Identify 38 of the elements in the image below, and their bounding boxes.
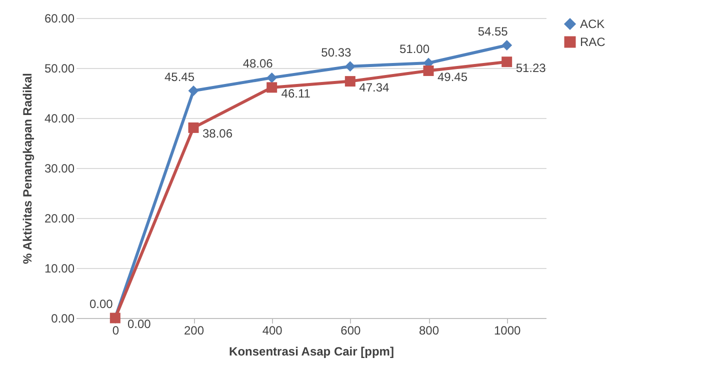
data-label: 0.00 [89,297,114,311]
y-tick-label: 50.00 [44,62,75,76]
point [266,82,278,93]
data-label: 47.34 [359,80,390,94]
x-tick-label: 0 [112,324,120,338]
data-label: 49.45 [437,70,468,84]
y-tick-label: 10.00 [44,262,75,276]
y-tick-label: 40.00 [44,112,75,126]
point [423,66,434,76]
x-tick-label: 400 [262,324,283,338]
data-label: 51.00 [399,42,430,56]
legend-label: RAC [580,35,606,49]
point [188,122,199,133]
legend-label: ACK [580,17,605,31]
data-label: 48.06 [242,56,274,71]
point [188,86,199,96]
data-label: 0.00 [127,317,152,331]
y-tick-label: 30.00 [44,162,75,176]
y-axis-title: % Aktivitas Penangkapan Radikal [20,73,34,264]
data-label: 51.23 [516,60,546,75]
y-tick-label: 60.00 [44,12,75,26]
data-label: 54.55 [478,24,508,38]
point [344,76,356,87]
point [344,61,356,72]
data-label: 50.33 [321,45,352,60]
x-axis-title: Konsentrasi Asap Cair [ppm] [229,344,394,358]
y-tick-label: 20.00 [44,212,75,226]
x-tick-label: 200 [184,324,204,338]
data-label: 46.11 [281,86,311,100]
data-label: 38.06 [202,126,233,141]
point [266,72,278,83]
x-tick-label: 600 [340,324,361,338]
y-tick-label: 0.00 [51,312,75,326]
data-label: 45.45 [164,70,195,84]
point [502,56,512,68]
x-tick-label: 1000 [494,324,522,338]
point [502,40,512,50]
x-tick-label: 800 [418,324,440,338]
